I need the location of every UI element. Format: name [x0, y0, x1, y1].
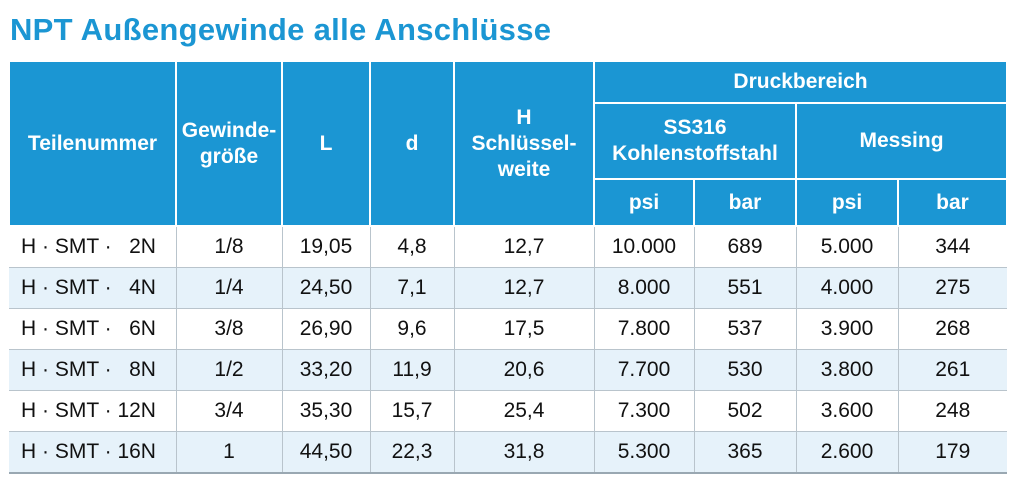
table-cell: 4,8 [369, 226, 454, 268]
table-cell: 33,20 [281, 349, 370, 391]
table-cell: H · SMT · 12N [9, 390, 176, 432]
table-row: H · SMT · 2N 1/8 19,05 4,8 12,7 10.000 689 5.00… [9, 226, 1008, 268]
header-cell: d [369, 60, 455, 227]
table-cell: 7.700 [593, 349, 694, 391]
table-cell: 3.900 [795, 308, 898, 350]
table-cell: 3/4 [175, 390, 282, 432]
table-cell: H · SMT · 16N [9, 431, 176, 474]
table-cell: 25,4 [453, 390, 594, 432]
table-cell: 12,7 [453, 226, 594, 268]
table-cell: H · SMT · 4N [9, 267, 176, 309]
table-cell: 3.600 [795, 390, 898, 432]
table-cell: 530 [693, 349, 796, 391]
table-cell: 4.000 [795, 267, 898, 309]
table-cell: 24,50 [281, 267, 370, 309]
table-cell: 35,30 [281, 390, 370, 432]
table-cell: 7,1 [369, 267, 454, 309]
table-cell: 5.000 [795, 226, 898, 268]
header-cell: L [281, 60, 371, 227]
table-cell: 537 [693, 308, 796, 350]
table-cell: 1/4 [175, 267, 282, 309]
table-cell: 10.000 [593, 226, 694, 268]
table-cell: 9,6 [369, 308, 454, 350]
table-cell: 8.000 [593, 267, 694, 309]
header-cell: Teilenummer [8, 60, 177, 227]
table-cell: 20,6 [453, 349, 594, 391]
table-cell: 22,3 [369, 431, 454, 474]
table-cell: 17,5 [453, 308, 594, 350]
table-row: H · SMT · 4N 1/4 24,50 7,1 12,7 8.000 551 4.000… [9, 267, 1008, 309]
table-cell: 689 [693, 226, 796, 268]
table-cell: 19,05 [281, 226, 370, 268]
table-cell: 5.300 [593, 431, 694, 474]
table-cell: 248 [897, 390, 1008, 432]
table-cell: 44,50 [281, 431, 370, 474]
table-cell: 261 [897, 349, 1008, 391]
table-cell: 344 [897, 226, 1008, 268]
table-cell: 551 [693, 267, 796, 309]
table-cell: 3.800 [795, 349, 898, 391]
table-cell: 31,8 [453, 431, 594, 474]
table-cell: 7.300 [593, 390, 694, 432]
header-cell: Gewinde- größe [175, 60, 283, 227]
table-cell: 11,9 [369, 349, 454, 391]
table-cell: H · SMT · 8N [9, 349, 176, 391]
table-row: H · SMT · 8N 1/2 33,20 11,9 20,6 7.700 530 3.80… [9, 349, 1008, 391]
table-cell: 3/8 [175, 308, 282, 350]
table-cell: 179 [897, 431, 1008, 474]
table-body: H · SMT · 2N 1/8 19,05 4,8 12,7 10.000 689 5.00… [9, 226, 1008, 474]
header-cell: psi [795, 178, 899, 227]
header-cell: psi [593, 178, 695, 227]
table-cell: 7.800 [593, 308, 694, 350]
header-cell: Messing [794, 102, 1009, 180]
table-cell: 1/8 [175, 226, 282, 268]
table-cell: 26,90 [281, 308, 370, 350]
header-cell: SS316 Kohlenstoffstahl [593, 102, 797, 180]
table-row: H · SMT · 6N 3/8 26,90 9,6 17,5 7.800 537 3.900… [9, 308, 1008, 350]
table-cell: 365 [693, 431, 796, 474]
table-cell: H · SMT · 6N [9, 308, 176, 350]
table-cell: H · SMT · 2N [9, 226, 176, 268]
table-cell: 502 [693, 390, 796, 432]
title: NPT Außengewinde alle Anschlüsse [10, 12, 552, 47]
table-cell: 12,7 [453, 267, 594, 309]
header-cell: Druckbereich [592, 60, 1009, 104]
table-row: H · SMT · 16N 1 44,50 22,3 31,8 5.300 365 2.600… [9, 431, 1008, 474]
table-cell: 1 [175, 431, 282, 474]
table-cell: 275 [897, 267, 1008, 309]
table-cell: 268 [897, 308, 1008, 350]
header-cell: bar [896, 178, 1009, 227]
spec-table: Teilenummer Gewinde- größe L d H Schlüss… [8, 60, 1009, 474]
table-row: H · SMT · 12N 3/4 35,30 15,7 25,4 7.300 502 3.6… [9, 390, 1008, 432]
table-cell: 15,7 [369, 390, 454, 432]
table-header: Teilenummer Gewinde- größe L d H Schlüss… [8, 60, 1009, 227]
header-cell: bar [693, 178, 797, 227]
header-cell: H Schlüssel- weite [453, 60, 595, 227]
table-cell: 1/2 [175, 349, 282, 391]
table-cell: 2.600 [795, 431, 898, 474]
